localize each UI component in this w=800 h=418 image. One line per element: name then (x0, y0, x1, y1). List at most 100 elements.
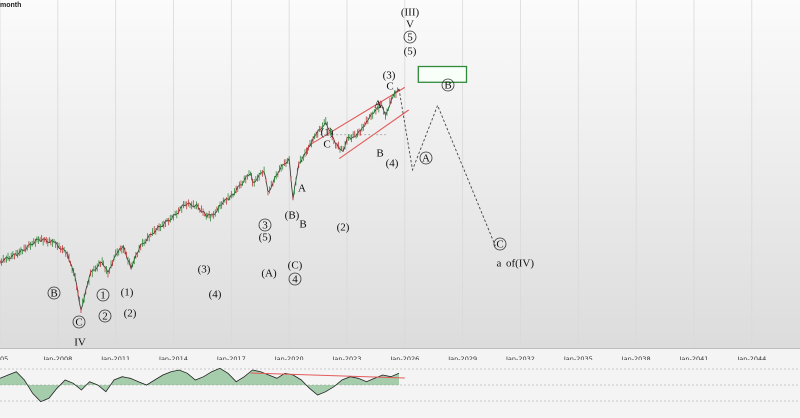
wave-label-text: (3) (198, 264, 211, 276)
wave-label-circled: 1 (96, 288, 110, 302)
wave-label-text: (1) (121, 287, 134, 299)
wave-label-circled: 3 (258, 218, 272, 232)
target-box (417, 65, 468, 83)
wave-label-text: 2 (102, 311, 108, 323)
wave-label: (III) (401, 7, 420, 19)
x-axis-strip (0, 348, 800, 362)
wave-label-circled: 2 (98, 309, 112, 323)
x-tick-label: Jan-2038 (621, 355, 651, 363)
wave-label-text: 1 (100, 290, 106, 302)
wave-label-text: (3) (383, 70, 396, 82)
x-tick-label: Jan-2032 (505, 355, 535, 363)
wave-label: A (298, 183, 306, 195)
label-circle (72, 315, 86, 329)
x-tick-label: Jan-2011 (100, 355, 130, 363)
wave-label-circled: 5 (403, 30, 417, 44)
x-tick-label: 2005 (0, 355, 8, 363)
label-circle (98, 309, 112, 323)
plot-area (0, 0, 800, 348)
wave-label: (2) (124, 308, 137, 320)
x-tick-label: Jan-2008 (42, 355, 72, 363)
channel-line (338, 109, 409, 159)
wave-label-text: C (386, 81, 393, 93)
wave-label: V (406, 19, 414, 31)
wave-label: B (376, 148, 383, 160)
label-circle (441, 78, 455, 92)
x-tick-label: Jan-2017 (216, 355, 246, 363)
price-series (0, 87, 400, 313)
wave-label: of(IV) (506, 258, 534, 270)
wave-label: C (323, 139, 330, 151)
wave-label-circled: B (47, 286, 61, 300)
wave-label-text: B (50, 288, 57, 300)
wave-label: (1) (321, 127, 334, 139)
wave-label: (5) (404, 46, 417, 58)
wave-labels: BCIV12(1)(2)(3)(4)3(5)(A)(B)B(C)4A(1)C(2… (47, 7, 534, 349)
wave-label-text: (5) (259, 232, 272, 244)
wave-label-circled: C (72, 315, 86, 329)
wave-label-text: 4 (292, 274, 298, 286)
wave-label-text: IV (74, 337, 86, 349)
x-tick-label: Jan-2020 (274, 355, 304, 363)
projection-path (398, 88, 496, 247)
wave-label-circled: A (419, 151, 433, 165)
x-tick-label: Jan-2029 (447, 355, 477, 363)
wave-label-text: (1) (321, 127, 334, 139)
wave-label-text: of(IV) (506, 258, 534, 270)
label-circle (47, 286, 61, 300)
wave-label-text: 5 (407, 32, 413, 44)
wave-label-text: (B) (285, 210, 300, 222)
wave-label-text: a (497, 258, 502, 270)
wave-label: C (386, 81, 393, 93)
wave-label-text: V (406, 19, 414, 31)
wave-label-text: C (75, 317, 82, 329)
oscillator-panel (0, 360, 800, 413)
oscillator-trend-line (250, 372, 405, 379)
wave-label-text: C (496, 239, 503, 251)
wave-label-text: (4) (209, 289, 222, 301)
wave-label: (C) (288, 260, 303, 272)
wave-label-text: A (422, 153, 430, 165)
wave-label: A (374, 99, 382, 111)
wave-label-text: B (376, 148, 383, 160)
wave-label: (A) (261, 268, 277, 280)
label-circle (419, 151, 433, 165)
oscillator-fill (0, 368, 400, 402)
wave-label-text: A (374, 99, 382, 111)
label-circle (288, 272, 302, 286)
wave-label: IV (74, 337, 86, 349)
x-tick-label: Jan-2014 (158, 355, 188, 363)
wave-label: (4) (209, 289, 222, 301)
wave-label-text: C (323, 139, 330, 151)
oscillator-line (0, 367, 400, 403)
wave-label-text: (5) (404, 46, 417, 58)
wave-label-text: (2) (337, 222, 350, 234)
channel-line (308, 86, 406, 147)
wave-label: (2) (337, 222, 350, 234)
wave-label-text: B (444, 80, 451, 92)
wave-label: (5) (259, 232, 272, 244)
wave-label-circled: 4 (288, 272, 302, 286)
x-tick-label: Jan-2041 (679, 355, 709, 363)
wave-label: (B) (285, 210, 300, 222)
wave-label-text: (4) (386, 158, 399, 170)
wave-label: (3) (383, 70, 396, 82)
label-circle (403, 30, 417, 44)
wave-label-circled: C (493, 237, 507, 251)
wave-label: a (497, 258, 502, 270)
wave-label-circled: B (441, 78, 455, 92)
period-label: month (0, 2, 22, 9)
x-tick-label: Jan-2044 (736, 355, 766, 363)
grid-lines (0, 0, 753, 348)
wave-label: (1) (121, 287, 134, 299)
wave-label-text: 3 (262, 220, 268, 232)
wave-label: (4) (386, 158, 399, 170)
x-tick-label: Jan-2035 (563, 355, 593, 363)
wave-label: (3) (198, 264, 211, 276)
x-tick-label: Jan-2026 (389, 355, 419, 363)
wave-label-text: A (298, 183, 306, 195)
wave-label-text: (2) (124, 308, 137, 320)
label-circle (96, 288, 110, 302)
